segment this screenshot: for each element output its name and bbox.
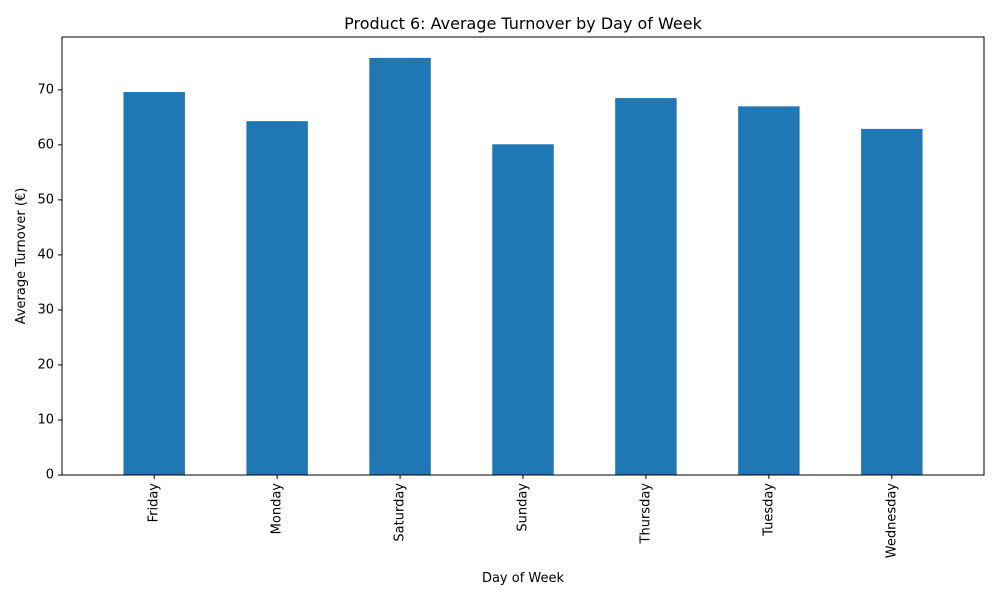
x-tick-label: Tuesday bbox=[761, 483, 776, 537]
bar-monday bbox=[246, 121, 308, 475]
y-tick-label: 70 bbox=[37, 82, 54, 97]
x-axis: Friday Monday Saturday Sunday Thursday Tuesda… bbox=[147, 475, 899, 559]
y-tick-label: 0 bbox=[46, 468, 54, 483]
bars-group bbox=[123, 57, 923, 476]
bar-sunday bbox=[492, 144, 554, 475]
x-tick-label: Friday bbox=[147, 483, 162, 523]
y-tick-label: 50 bbox=[37, 192, 54, 207]
plot-frame bbox=[61, 36, 985, 476]
bar-thursday bbox=[615, 98, 677, 476]
x-tick-label: Thursday bbox=[638, 483, 653, 545]
y-tick-label: 20 bbox=[37, 357, 54, 372]
x-axis-label: Day of Week bbox=[482, 571, 565, 586]
y-tick-label: 10 bbox=[37, 412, 54, 427]
x-tick-label: Sunday bbox=[516, 483, 531, 532]
x-tick-label: Saturday bbox=[393, 483, 408, 542]
y-axis-label: Average Turnover (€) bbox=[14, 188, 29, 325]
y-tick-label: 60 bbox=[37, 137, 54, 152]
bar-tuesday bbox=[738, 106, 800, 475]
x-tick-label: Wednesday bbox=[884, 483, 899, 559]
y-tick-label: 40 bbox=[37, 247, 54, 262]
bar-friday bbox=[123, 92, 185, 476]
bar-saturday bbox=[369, 57, 431, 475]
y-axis: 0 10 20 30 40 50 60 70 bbox=[37, 82, 62, 483]
chart-title: Product 6: Average Turnover by Day of We… bbox=[344, 14, 702, 33]
x-tick-label: Monday bbox=[270, 483, 285, 535]
bar-wednesday bbox=[861, 128, 923, 475]
y-tick-label: 30 bbox=[37, 302, 54, 317]
